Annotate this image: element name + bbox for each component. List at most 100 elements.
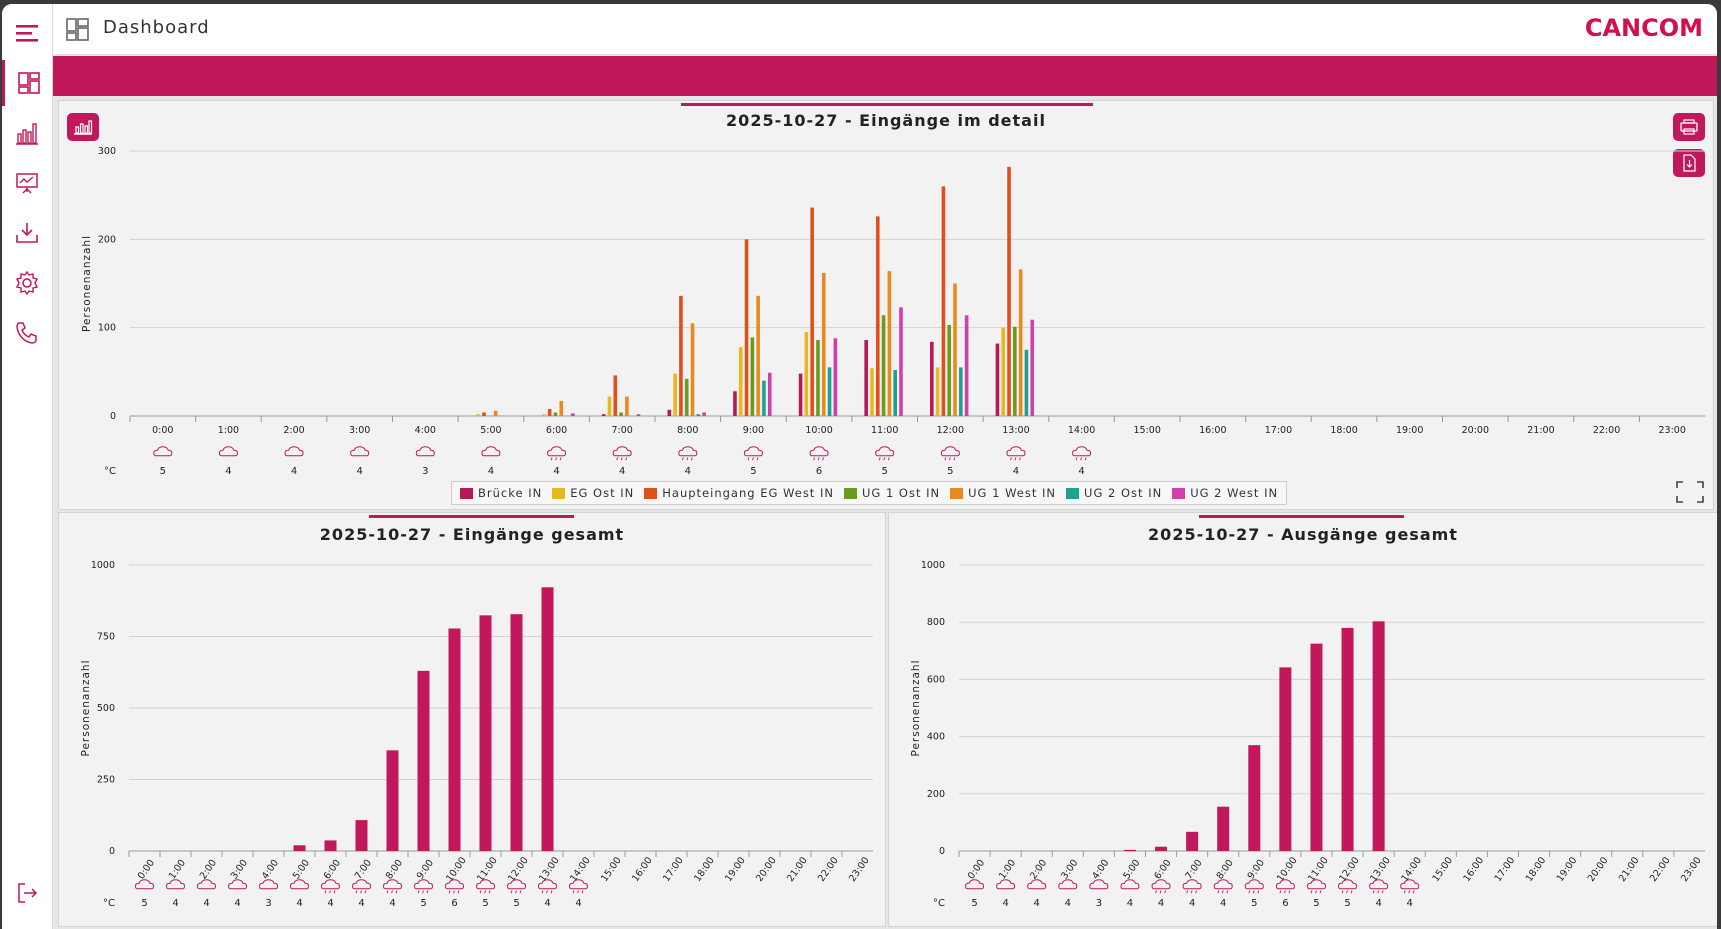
legend-item[interactable]: Brücke IN	[460, 486, 542, 500]
bar	[1001, 327, 1006, 416]
legend-item[interactable]: UG 2 Ost IN	[1066, 486, 1162, 500]
bar	[1155, 846, 1168, 851]
x-tick-label: 23:00	[1679, 855, 1704, 884]
x-tick-label: 3:00	[1059, 858, 1080, 882]
bar	[1123, 849, 1136, 851]
bar	[744, 239, 749, 416]
sidebar-item-settings[interactable]	[2, 260, 52, 306]
top-bar: Dashboard CANCOM	[53, 4, 1717, 55]
export-pdf-button[interactable]	[1673, 149, 1705, 177]
sidebar-item-dashboard[interactable]	[2, 60, 55, 106]
bar	[684, 378, 689, 416]
temperature-value: 4	[575, 898, 581, 909]
logout-button[interactable]	[2, 870, 52, 916]
rain-cloud-icon	[1338, 879, 1358, 894]
x-tick-label: 5:00	[291, 858, 312, 882]
menu-button[interactable]	[2, 10, 52, 56]
rain-cloud-icon	[1182, 879, 1202, 894]
temperature-unit: °C	[103, 898, 115, 909]
chart-entries: 0 250 500 750 1000 Personenanzahl 0:00 1:00 2:00…	[80, 560, 873, 909]
temperature-value: 4	[1078, 466, 1084, 477]
legend-swatch	[1172, 487, 1186, 499]
x-tick-label: 20:00	[754, 855, 779, 884]
x-tick-label: 5:00	[1121, 858, 1142, 882]
temperature-value: 5	[1344, 898, 1350, 909]
temperature-value: 4	[488, 466, 494, 477]
x-tick-label: 0:00	[152, 425, 173, 436]
chart-detail: 0 100 200 300 Personenanzahl 0:00 1:00 2:00 3:00…	[81, 146, 1705, 477]
dashboard-icon	[18, 72, 40, 94]
cloud-icon	[284, 446, 304, 457]
temperature-unit: °C	[933, 898, 945, 909]
sidebar-item-statistics[interactable]	[2, 110, 52, 156]
legend-item[interactable]: UG 1 Ost IN	[843, 486, 940, 500]
rain-cloud-icon	[476, 879, 495, 894]
x-tick-label: 9:00	[1246, 858, 1267, 882]
print-button[interactable]	[1673, 113, 1705, 141]
x-tick-label: 15:00	[599, 855, 624, 884]
temperature-value: 5	[420, 898, 426, 909]
presentation-icon	[16, 173, 38, 194]
legend-swatch	[843, 487, 857, 499]
chart-type-button[interactable]	[67, 113, 99, 141]
sidebar-item-presentation[interactable]	[2, 160, 52, 206]
hamburger-icon	[16, 25, 38, 42]
bar	[995, 343, 1000, 416]
y-tick-label: 1000	[91, 560, 115, 571]
rain-cloud-icon	[1151, 879, 1171, 894]
y-tick-label: 1000	[921, 560, 945, 571]
legend-swatch	[644, 487, 658, 499]
temperature-value: 4	[1375, 898, 1381, 909]
chart-panel-exits: 2025-10-27 - Ausgänge gesamt 0 200 400 600 8…	[888, 512, 1717, 927]
rain-cloud-icon	[1306, 879, 1326, 894]
temperature-value: 4	[203, 898, 209, 909]
rain-cloud-icon	[1072, 446, 1092, 461]
x-tick-label: 21:00	[1527, 425, 1554, 436]
x-tick-label: 21:00	[1617, 855, 1642, 884]
y-tick-label: 200	[98, 234, 116, 245]
bar	[386, 750, 399, 851]
legend-label: EG Ost IN	[570, 486, 635, 500]
bar	[762, 380, 766, 416]
legend-swatch	[950, 487, 964, 499]
legend-item[interactable]: UG 1 West IN	[950, 486, 1056, 500]
x-tick-label: 12:00	[937, 425, 964, 436]
sidebar-item-download[interactable]	[2, 210, 52, 256]
sidebar-item-contact[interactable]	[2, 310, 52, 356]
bar	[893, 370, 897, 416]
cloud-icon	[1027, 879, 1047, 890]
legend-item[interactable]: EG Ost IN	[552, 486, 634, 500]
legend-swatch	[552, 487, 566, 499]
temperature-value: 6	[1282, 898, 1288, 909]
chart-exits: 0 200 400 600 800 1000 Personenanzahl 0:00 1:00 2…	[910, 560, 1705, 909]
temperature-value: 3	[1096, 898, 1102, 909]
bar	[804, 332, 809, 416]
bar	[625, 396, 629, 416]
x-tick-label: 5:00	[480, 425, 501, 436]
temperature-value: 5	[1251, 898, 1257, 909]
temperature-value: 4	[172, 898, 178, 909]
bar	[601, 414, 606, 416]
bar	[1186, 831, 1199, 851]
bar	[679, 295, 683, 416]
legend-item[interactable]: Haupteingang EG West IN	[644, 486, 834, 500]
temperature-value: 3	[422, 466, 428, 477]
x-tick-label: 8:00	[1215, 858, 1236, 882]
temperature-value: 4	[619, 466, 625, 477]
rain-cloud-icon	[678, 446, 698, 461]
bar	[1024, 349, 1029, 416]
legend-item[interactable]: UG 2 West IN	[1172, 486, 1278, 500]
rain-cloud-icon	[1369, 879, 1389, 894]
legend-swatch	[460, 487, 473, 499]
cloud-icon	[965, 879, 985, 890]
rain-cloud-icon	[569, 879, 588, 894]
cloud-icon	[218, 446, 238, 457]
x-tick-label: 22:00	[1648, 855, 1673, 884]
rain-cloud-icon	[383, 879, 402, 894]
fullscreen-icon[interactable]	[1675, 480, 1705, 504]
temperature-value: 4	[1127, 898, 1133, 909]
rain-cloud-icon	[414, 879, 433, 894]
x-tick-label: 18:00	[1524, 855, 1549, 884]
x-tick-label: 6:00	[322, 858, 343, 882]
